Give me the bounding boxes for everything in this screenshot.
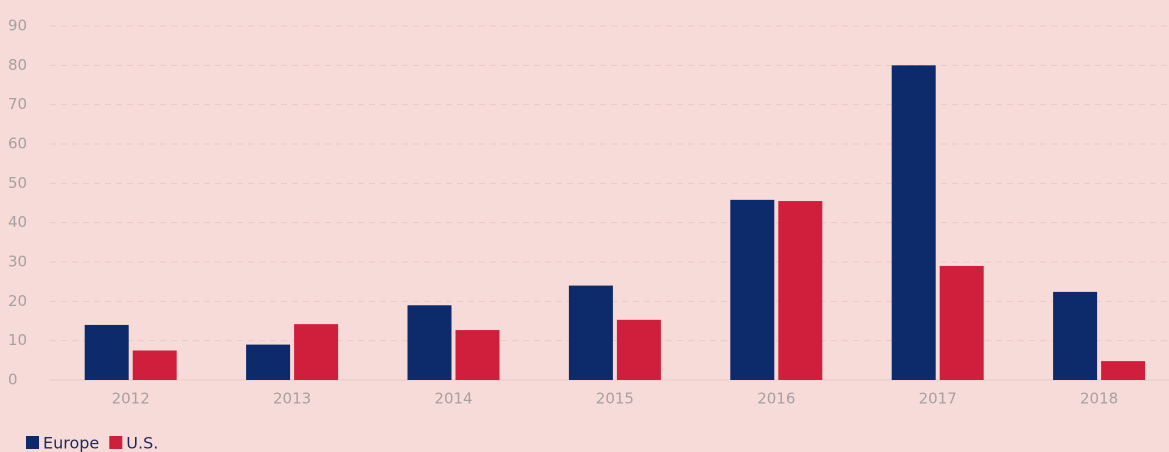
x-tick-label: 2016 — [757, 390, 795, 408]
bar — [616, 319, 661, 380]
bar — [294, 324, 339, 380]
legend-label: Europe — [43, 434, 99, 452]
y-tick-label: 30 — [8, 253, 27, 271]
y-tick-label: 90 — [8, 17, 27, 35]
legend-swatch — [109, 436, 123, 449]
x-tick-label: 2017 — [919, 390, 957, 408]
bar — [939, 265, 984, 380]
legend-label: U.S. — [126, 434, 158, 452]
y-tick-label: 20 — [8, 292, 27, 310]
bar — [246, 344, 291, 380]
bar — [132, 350, 177, 380]
bar — [455, 330, 500, 380]
bar — [1101, 361, 1146, 380]
bar — [891, 65, 936, 380]
y-tick-label: 60 — [8, 135, 27, 153]
bar — [1053, 291, 1098, 380]
y-tick-label: 50 — [8, 174, 27, 192]
bar — [84, 324, 129, 380]
bar — [568, 285, 613, 380]
x-tick-label: 2015 — [596, 390, 634, 408]
x-tick-label: 2018 — [1080, 390, 1118, 408]
bar — [778, 201, 823, 380]
y-tick-label: 0 — [8, 371, 18, 389]
x-tick-label: 2014 — [434, 390, 472, 408]
x-tick-label: 2013 — [273, 390, 311, 408]
y-tick-label: 10 — [8, 331, 27, 349]
y-tick-label: 80 — [8, 56, 27, 74]
bar — [730, 199, 775, 380]
y-tick-label: 70 — [8, 95, 27, 113]
y-tick-label: 40 — [8, 213, 27, 231]
bar — [407, 305, 452, 380]
x-tick-label: 2012 — [112, 390, 150, 408]
legend-swatch — [26, 436, 39, 449]
